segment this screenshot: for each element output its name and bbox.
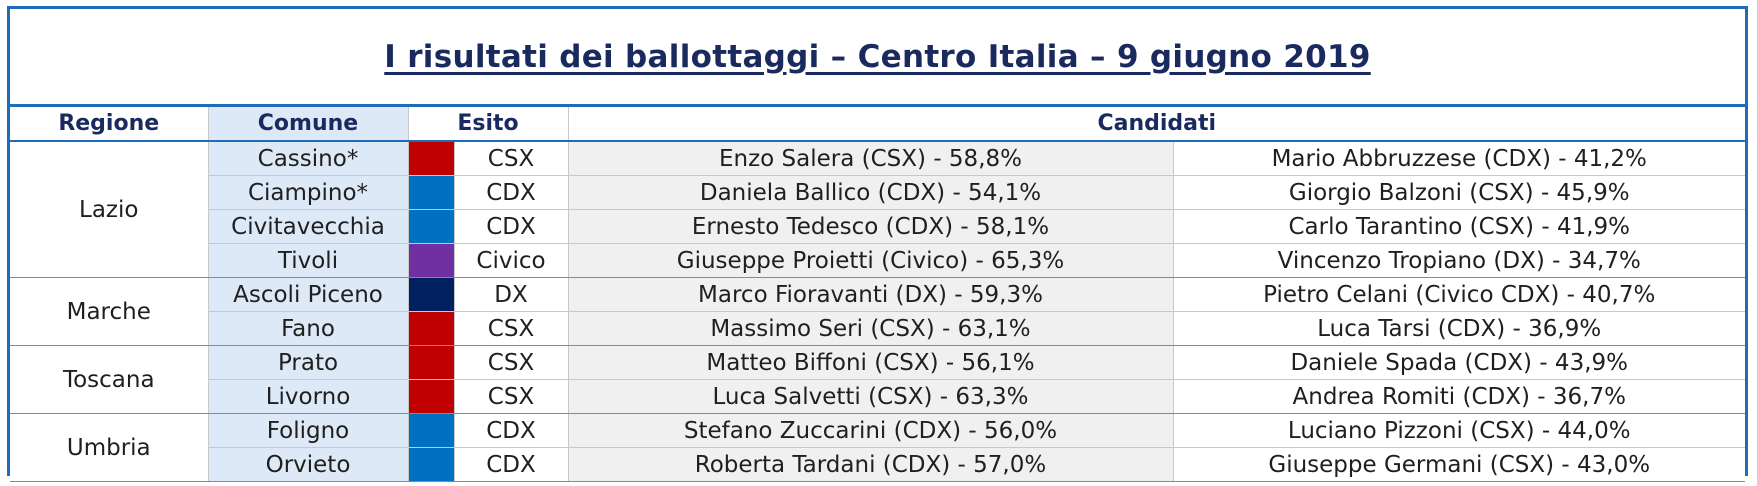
cell-candidato-sconfitto: Giorgio Balzoni (CSX) - 45,9% <box>1173 175 1745 210</box>
cell-candidato-vincitore: Roberta Tardani (CDX) - 57,0% <box>568 447 1174 482</box>
cell-regione: Toscana <box>10 345 209 414</box>
cell-esito-color <box>408 447 455 482</box>
table-row: Umbria Foligno CDX Stefano Zuccarini (CDX) … <box>10 413 1745 482</box>
cell-comune: Ciampino* <box>208 175 409 210</box>
results-table: Regione Comune Esito Candidati Lazio Cass… <box>10 107 1745 482</box>
cell-esito: CDX <box>454 209 569 244</box>
cell-candidato-sconfitto: Mario Abbruzzese (CDX) - 41,2% <box>1173 141 1745 176</box>
cell-esito-color <box>408 175 455 210</box>
table-row: Orvieto CDX Roberta Tardani (CDX) - 57,0% G… <box>10 447 1745 482</box>
cell-comune: Foligno <box>208 413 409 448</box>
header-candidati: Candidati <box>568 107 1745 142</box>
header-regione: Regione <box>10 107 209 142</box>
esito-color-swatch <box>408 142 453 175</box>
cell-candidato-vincitore: Ernesto Tedesco (CDX) - 58,1% <box>568 209 1174 244</box>
esito-color-swatch <box>408 176 453 209</box>
cell-esito-color <box>408 243 455 278</box>
cell-regione: Marche <box>10 277 209 346</box>
cell-esito: DX <box>454 277 569 312</box>
cell-candidato-vincitore: Daniela Ballico (CDX) - 54,1% <box>568 175 1174 210</box>
cell-candidato-vincitore: Stefano Zuccarini (CDX) - 56,0% <box>568 413 1174 448</box>
cell-comune: Fano <box>208 311 409 346</box>
esito-color-swatch <box>408 312 453 345</box>
cell-candidato-vincitore: Giuseppe Proietti (Civico) - 65,3% <box>568 243 1174 278</box>
cell-esito-color <box>408 413 455 448</box>
esito-color-swatch <box>408 380 453 413</box>
cell-esito: Civico <box>454 243 569 278</box>
esito-color-swatch <box>408 346 453 379</box>
cell-regione: Lazio <box>10 141 209 278</box>
cell-esito: CDX <box>454 447 569 482</box>
cell-candidato-sconfitto: Giuseppe Germani (CSX) - 43,0% <box>1173 447 1745 482</box>
esito-color-swatch <box>408 244 453 277</box>
cell-candidato-sconfitto: Luca Tarsi (CDX) - 36,9% <box>1173 311 1745 346</box>
header-comune: Comune <box>208 107 409 142</box>
cell-esito: CDX <box>454 413 569 448</box>
table-row: Marche Ascoli Piceno DX Marco Fioravanti (D… <box>10 277 1745 346</box>
cell-candidato-sconfitto: Andrea Romiti (CDX) - 36,7% <box>1173 379 1745 414</box>
cell-comune: Prato <box>208 345 409 380</box>
cell-regione: Umbria <box>10 413 209 482</box>
cell-candidato-sconfitto: Daniele Spada (CDX) - 43,9% <box>1173 345 1745 380</box>
cell-candidato-sconfitto: Vincenzo Tropiano (DX) - 34,7% <box>1173 243 1745 278</box>
cell-comune: Civitavecchia <box>208 209 409 244</box>
header-esito: Esito <box>408 107 569 142</box>
cell-candidato-vincitore: Massimo Seri (CSX) - 63,1% <box>568 311 1174 346</box>
header-row: Regione Comune Esito Candidati <box>10 107 1745 142</box>
cell-candidato-vincitore: Enzo Salera (CSX) - 58,8% <box>568 141 1174 176</box>
cell-esito: CSX <box>454 141 569 176</box>
title-row: I risultati dei ballottaggi – Centro Ita… <box>10 9 1745 107</box>
cell-comune: Tivoli <box>208 243 409 278</box>
table-row: Fano CSX Massimo Seri (CSX) - 63,1% Luca Ta… <box>10 311 1745 346</box>
cell-candidato-vincitore: Marco Fioravanti (DX) - 59,3% <box>568 277 1174 312</box>
cell-esito-color <box>408 141 455 176</box>
table-row: Livorno CSX Luca Salvetti (CSX) - 63,3% And… <box>10 379 1745 414</box>
cell-comune: Ascoli Piceno <box>208 277 409 312</box>
cell-esito: CSX <box>454 345 569 380</box>
page-title: I risultati dei ballottaggi – Centro Ita… <box>384 38 1371 75</box>
esito-color-swatch <box>408 448 453 481</box>
table-body: Lazio Cassino* CSX Enzo Salera (CSX) - 58,8… <box>10 141 1745 482</box>
cell-candidato-sconfitto: Pietro Celani (Civico CDX) - 40,7% <box>1173 277 1745 312</box>
table-row: Ciampino* CDX Daniela Ballico (CDX) - 54,1… <box>10 175 1745 210</box>
cell-esito: CSX <box>454 311 569 346</box>
cell-comune: Orvieto <box>208 447 409 482</box>
results-table-frame: I risultati dei ballottaggi – Centro Ita… <box>7 6 1748 482</box>
table-row: Toscana Prato CSX Matteo Biffoni (CSX) - 56… <box>10 345 1745 414</box>
cell-esito: CSX <box>454 379 569 414</box>
cell-esito-color <box>408 277 455 312</box>
cell-esito-color <box>408 311 455 346</box>
cell-esito-color <box>408 345 455 380</box>
cell-candidato-sconfitto: Carlo Tarantino (CSX) - 41,9% <box>1173 209 1745 244</box>
cell-candidato-vincitore: Luca Salvetti (CSX) - 63,3% <box>568 379 1174 414</box>
esito-color-swatch <box>408 210 453 243</box>
table-row: Lazio Cassino* CSX Enzo Salera (CSX) - 58,8… <box>10 141 1745 278</box>
cell-candidato-sconfitto: Luciano Pizzoni (CSX) - 44,0% <box>1173 413 1745 448</box>
cell-esito-color <box>408 209 455 244</box>
cell-esito: CDX <box>454 175 569 210</box>
cell-candidato-vincitore: Matteo Biffoni (CSX) - 56,1% <box>568 345 1174 380</box>
cell-comune: Livorno <box>208 379 409 414</box>
cell-esito-color <box>408 379 455 414</box>
cell-comune: Cassino* <box>208 141 409 176</box>
esito-color-swatch <box>408 414 453 447</box>
table-row: Civitavecchia CDX Ernesto Tedesco (CDX) - … <box>10 209 1745 244</box>
table-row: Tivoli Civico Giuseppe Proietti (Civico) -… <box>10 243 1745 278</box>
esito-color-swatch <box>408 278 453 311</box>
